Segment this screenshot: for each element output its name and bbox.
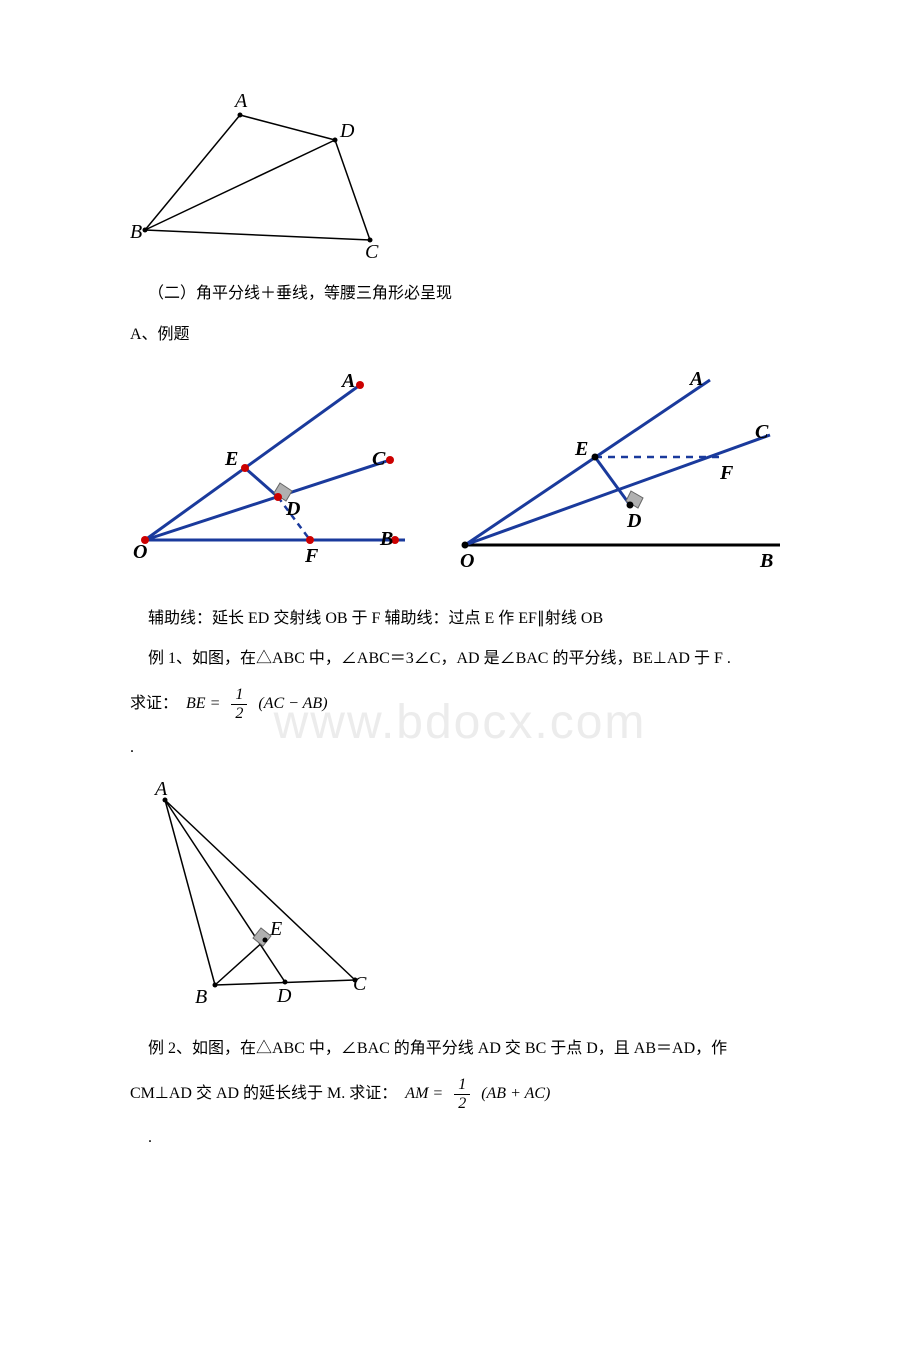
fraction-half: 1 2: [231, 686, 247, 722]
svg-text:F: F: [304, 545, 319, 567]
fraction-half-2: 1 2: [454, 1076, 470, 1112]
svg-text:B: B: [195, 986, 207, 1008]
svg-text:A: A: [340, 370, 355, 392]
svg-text:O: O: [460, 550, 474, 572]
svg-text:F: F: [719, 462, 734, 484]
page-content: A D B C （二）角平分线＋垂线，等腰三角形必呈现 A、例题 O A C B E D F O A…: [130, 80, 820, 1153]
svg-text:C: C: [365, 241, 379, 260]
formula-be: BE =: [186, 690, 220, 719]
svg-text:E: E: [224, 448, 238, 470]
ex2-left: CM⊥AD 交 AD 的延长线于 M. 求证：: [130, 1080, 397, 1109]
svg-text:C: C: [372, 448, 386, 470]
frac-den-2: 2: [454, 1095, 470, 1113]
svg-text:C: C: [755, 421, 769, 443]
svg-text:B: B: [130, 221, 142, 243]
figure-row: O A C B E D F O A C B E D F: [130, 365, 820, 585]
dot-1: .: [130, 734, 820, 763]
formula-right-2: (AB + AC): [481, 1080, 550, 1109]
example-1-text: 例 1、如图，在△ABC 中，∠ABC＝3∠C，AD 是∠BAC 的平分线，BE…: [148, 645, 820, 674]
example-2-prove: CM⊥AD 交 AD 的延长线于 M. 求证： AM = 1 2 (AB + A…: [130, 1076, 820, 1112]
formula-am: AM =: [405, 1080, 443, 1109]
svg-text:C: C: [353, 973, 367, 995]
svg-text:A: A: [153, 778, 168, 800]
svg-text:D: D: [285, 498, 300, 520]
svg-text:D: D: [276, 985, 292, 1007]
frac-den: 2: [231, 705, 247, 723]
svg-text:D: D: [339, 120, 355, 142]
example-1-prove: 求证： BE = 1 2 (AC − AB): [130, 686, 820, 722]
svg-text:O: O: [133, 541, 147, 563]
svg-text:E: E: [269, 918, 282, 940]
figure-3: O A C B E D F: [450, 365, 790, 585]
figure-2: O A C B E D F: [130, 365, 420, 585]
svg-text:B: B: [379, 528, 393, 550]
svg-text:D: D: [626, 510, 641, 532]
formula-right: (AC − AB): [258, 690, 327, 719]
prove-label: 求证：: [130, 690, 178, 719]
svg-text:B: B: [759, 550, 773, 572]
section-2-title: （二）角平分线＋垂线，等腰三角形必呈现: [148, 280, 820, 309]
frac-num-2: 1: [454, 1076, 470, 1095]
dot-2: .: [148, 1124, 820, 1153]
svg-text:A: A: [233, 90, 248, 112]
figure-1: A D B C: [130, 80, 400, 260]
example-2-line1: 例 2、如图，在△ABC 中，∠BAC 的角平分线 AD 交 BC 于点 D，且…: [148, 1035, 820, 1064]
aux-line-text: 辅助线：延长 ED 交射线 OB 于 F 辅助线：过点 E 作 EF∥射线 OB: [148, 605, 820, 634]
frac-num: 1: [231, 686, 247, 705]
figure-4: A B C D E: [130, 775, 380, 1015]
svg-text:E: E: [574, 438, 588, 460]
sub-a-label: A、例题: [130, 321, 820, 350]
svg-text:A: A: [688, 368, 703, 390]
